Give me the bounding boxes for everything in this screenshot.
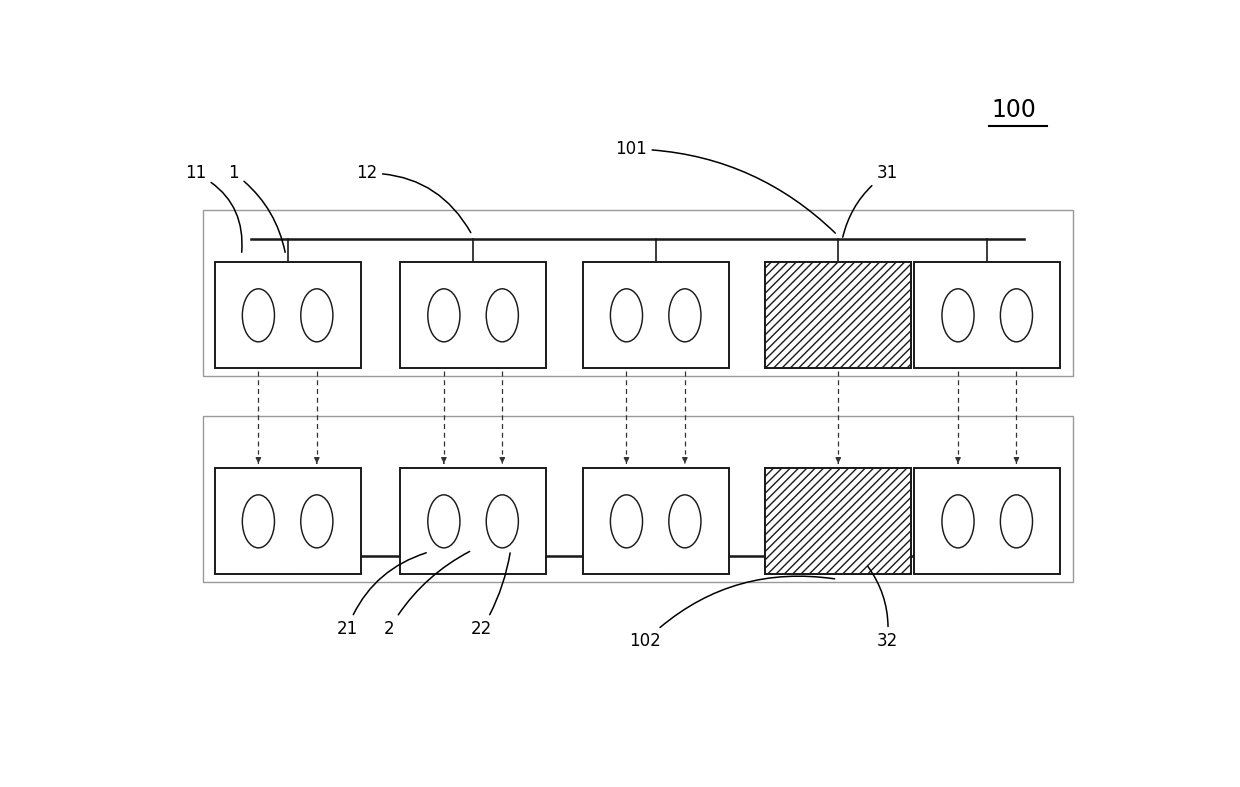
Ellipse shape	[610, 289, 642, 342]
Ellipse shape	[428, 289, 460, 342]
Bar	[215, 262, 361, 368]
Bar	[914, 468, 1060, 575]
Ellipse shape	[668, 289, 701, 342]
Bar	[583, 468, 729, 575]
Text: 1: 1	[228, 164, 285, 253]
Ellipse shape	[486, 289, 518, 342]
Bar	[215, 468, 361, 575]
Ellipse shape	[486, 495, 518, 548]
Text: 21: 21	[336, 552, 427, 638]
Text: 2: 2	[384, 552, 470, 638]
Bar	[203, 209, 1073, 376]
Text: 101: 101	[615, 140, 836, 233]
Bar	[914, 262, 1060, 368]
Ellipse shape	[668, 495, 701, 548]
Ellipse shape	[610, 495, 642, 548]
Text: 22: 22	[471, 553, 510, 638]
Text: 12: 12	[356, 164, 471, 233]
Bar	[765, 262, 911, 368]
Bar	[583, 262, 729, 368]
Ellipse shape	[301, 495, 332, 548]
Text: 31: 31	[843, 164, 898, 237]
Ellipse shape	[942, 289, 975, 342]
Ellipse shape	[242, 495, 274, 548]
Text: 102: 102	[629, 576, 835, 650]
Ellipse shape	[301, 289, 332, 342]
Bar	[203, 416, 1073, 582]
Bar	[401, 468, 546, 575]
Ellipse shape	[1001, 495, 1033, 548]
Bar	[765, 262, 911, 368]
Bar	[401, 262, 546, 368]
Text: 32: 32	[868, 567, 898, 650]
Text: 100: 100	[991, 98, 1035, 122]
Ellipse shape	[942, 495, 975, 548]
Bar	[765, 468, 911, 575]
Bar	[765, 468, 911, 575]
Ellipse shape	[428, 495, 460, 548]
Ellipse shape	[242, 289, 274, 342]
Text: 11: 11	[185, 164, 242, 253]
Ellipse shape	[1001, 289, 1033, 342]
